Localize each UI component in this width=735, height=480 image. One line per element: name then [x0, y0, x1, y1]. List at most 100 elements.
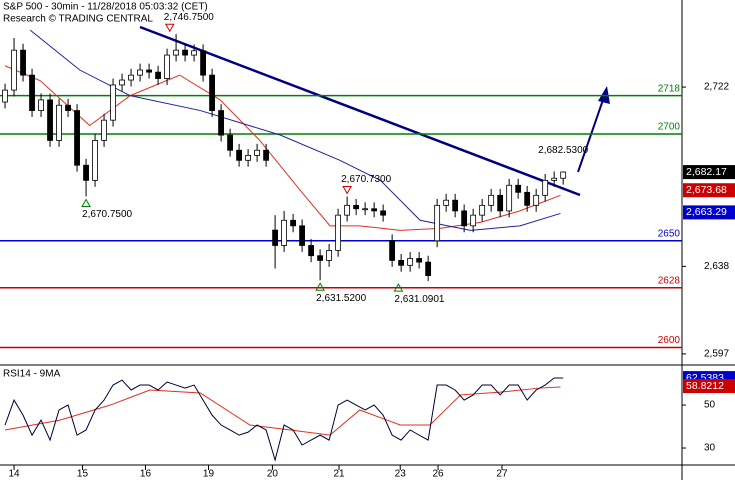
candle-body [209, 74, 215, 111]
x-tick-label: 21 [333, 469, 345, 480]
candle-body [416, 258, 423, 263]
candle-body [218, 110, 224, 136]
candle-body [389, 240, 396, 261]
candle-body [254, 149, 261, 156]
annotation-label: 2,746.7500 [164, 12, 214, 23]
price-tag [683, 379, 735, 394]
candle-body [425, 261, 432, 276]
price-tag-label: 58.8212 [686, 380, 724, 392]
high-marker [342, 186, 352, 195]
candle-body [308, 245, 315, 257]
candle-body [407, 258, 414, 266]
candle-body [479, 204, 486, 216]
candle-body [362, 208, 369, 211]
candle-body [533, 194, 540, 206]
annotation-label: 2,682.5300 [538, 145, 588, 156]
price-tag [683, 183, 735, 198]
candle-body [515, 184, 522, 193]
candle-body [146, 69, 152, 73]
candle-body [470, 214, 477, 227]
candle-body [29, 74, 35, 111]
low-marker [81, 198, 91, 207]
chart-title: S&P 500 - 30min - 11/28/2018 05:03:32 (C… [3, 2, 208, 13]
candle-body [65, 104, 71, 111]
candle-body [461, 210, 468, 227]
candle-body [200, 50, 206, 76]
price-tag [683, 205, 735, 220]
candle-body [263, 149, 270, 161]
x-tick-label: 27 [496, 469, 508, 480]
rsi-title: RSI14 - 9MA [3, 369, 61, 380]
candle-body [11, 49, 17, 91]
candle-body [551, 177, 558, 181]
candle-body [182, 49, 188, 56]
candle-body [83, 164, 89, 181]
candle-body [299, 225, 306, 246]
price-tag-label: 2,682.17 [686, 166, 727, 178]
candle-body [119, 79, 125, 86]
candle-body [344, 204, 351, 216]
rsi-line [4, 377, 564, 462]
candle-body [272, 229, 279, 246]
annotation-label: 2,631.5200 [316, 293, 366, 304]
level-label: 2600 [658, 335, 681, 346]
candle-body [488, 194, 495, 206]
candle-body [164, 54, 170, 79]
y-tick-label: 50 [704, 400, 716, 411]
level-label: 2718 [658, 83, 681, 94]
candle-body [92, 140, 98, 181]
high-marker [164, 23, 175, 33]
candle-body [542, 179, 549, 196]
level-label: 2650 [658, 228, 681, 239]
candle-body [506, 184, 513, 212]
candle-body [236, 149, 242, 161]
candle-body [443, 199, 450, 206]
candle-body [101, 119, 107, 141]
candle-body [380, 210, 387, 216]
candle-body [155, 71, 161, 79]
candle-body [497, 194, 504, 212]
candle-body [317, 255, 324, 261]
annotation-label: 2,670.7500 [82, 209, 132, 220]
x-tick-label: 20 [267, 469, 279, 480]
price-tag-label: 2,673.68 [686, 184, 727, 196]
candle-body [290, 219, 297, 227]
low-marker [393, 283, 404, 292]
candle-body [20, 49, 26, 76]
x-tick-label: 19 [203, 469, 215, 480]
candle-body [452, 199, 459, 212]
candle-body [560, 171, 567, 179]
candle-body [191, 50, 197, 56]
level-label: 2628 [658, 275, 681, 286]
candle-body [2, 89, 8, 103]
candle-body [281, 219, 288, 246]
level-label: 2700 [658, 122, 681, 133]
candle-body [38, 99, 44, 111]
candle-body [326, 249, 333, 261]
candle-body [47, 99, 53, 141]
candle-body [173, 49, 179, 56]
candle-body [74, 110, 80, 166]
x-tick-label: 16 [140, 469, 152, 480]
candle-body [335, 214, 342, 251]
price-tag [683, 165, 735, 180]
x-tick-label: 14 [8, 469, 20, 480]
candle-body [245, 154, 251, 161]
candle-body [398, 260, 405, 266]
y-tick-label: 2,722 [704, 82, 729, 93]
y-tick-label: 2,597 [704, 349, 729, 360]
annotation-label: 2,670.7300 [341, 174, 391, 185]
candle-body [128, 74, 134, 81]
candle-body [371, 208, 378, 212]
candle-body [56, 104, 62, 141]
x-tick-label: 23 [395, 469, 407, 480]
candle-body [434, 204, 441, 242]
y-tick-label: 2,638 [704, 261, 729, 272]
annotation-label: 2,631.0901 [394, 294, 444, 305]
candle-body [353, 204, 360, 210]
chart-subtitle: Research © TRADING CENTRAL [3, 14, 153, 25]
low-marker [315, 282, 325, 291]
x-tick-label: 26 [432, 469, 444, 480]
